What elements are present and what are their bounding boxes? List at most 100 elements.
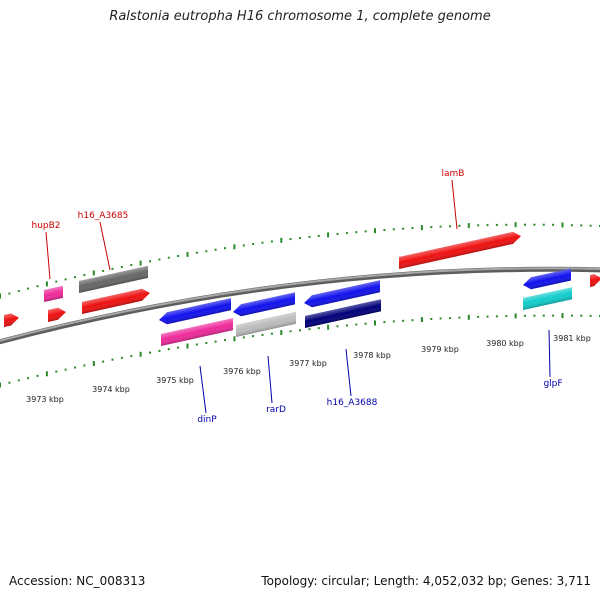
tick-mark <box>252 335 255 338</box>
leader-line <box>99 221 111 271</box>
tick-mark <box>392 228 395 231</box>
gene-feature-blue-7[interactable] <box>159 298 231 326</box>
tick-mark <box>589 224 592 227</box>
gene-feature-red-3[interactable] <box>48 306 66 322</box>
tick-mark <box>570 224 573 227</box>
gene-label-glpf[interactable]: glpF <box>543 329 563 389</box>
tick-mark <box>561 313 564 319</box>
tick-mark <box>495 315 498 318</box>
tick-mark <box>542 314 545 317</box>
tick-mark <box>36 285 39 288</box>
gene-feature-red-6[interactable] <box>399 230 521 269</box>
tick-mark <box>36 374 39 377</box>
tick-mark <box>195 343 198 346</box>
gene-feature-blue-13[interactable] <box>523 268 571 291</box>
tick-mark <box>505 223 508 226</box>
tick-mark <box>439 317 442 320</box>
tick-mark <box>27 377 30 380</box>
tick-mark <box>8 292 11 295</box>
tick-mark <box>167 348 170 351</box>
gene-name: h16_A3685 <box>78 211 129 221</box>
tick-mark <box>533 223 536 226</box>
gene-label-lamb[interactable]: lamB <box>442 169 465 230</box>
tick-mark <box>139 260 142 266</box>
tick-mark <box>383 229 386 231</box>
gene-feature-blue-9[interactable] <box>233 292 295 318</box>
gene-features[interactable] <box>4 230 600 346</box>
genome-title: Ralstonia eutropha H16 chromosome 1, com… <box>109 9 491 24</box>
tick-mark <box>214 248 217 251</box>
gene-feature-gray-4[interactable] <box>79 265 148 293</box>
tick-mark <box>420 317 423 323</box>
tick-mark <box>458 224 461 227</box>
gene-feature-lightgray-10[interactable] <box>236 311 296 337</box>
kbp-label: 3981 kbp <box>553 334 591 343</box>
tick-mark <box>505 315 508 318</box>
tick-mark <box>430 226 433 229</box>
tick-mark <box>130 355 133 358</box>
gene-name: hupB2 <box>31 221 60 231</box>
tick-mark <box>355 231 358 234</box>
tick-mark <box>102 269 105 272</box>
gene-label-dinp[interactable]: dinP <box>197 365 217 425</box>
gene-label-h16_a3685[interactable]: h16_A3685 <box>78 211 129 271</box>
tick-mark <box>533 314 536 317</box>
tick-mark <box>486 224 489 227</box>
tick-mark <box>83 274 86 276</box>
tick-mark <box>392 320 395 323</box>
tick-mark <box>45 281 48 287</box>
tick-mark <box>261 241 264 244</box>
tick-mark <box>289 238 292 241</box>
tick-mark <box>167 256 170 259</box>
tick-mark <box>177 255 180 257</box>
tick-mark <box>317 234 320 237</box>
tick-mark <box>514 222 517 228</box>
tick-mark <box>383 321 386 324</box>
gene-label-h16_a3688[interactable]: h16_A3688 <box>327 348 378 408</box>
tick-mark <box>570 314 573 317</box>
gene-feature-cyan-14[interactable] <box>523 287 572 310</box>
tick-mark <box>477 224 480 227</box>
leader-line <box>267 355 273 404</box>
tick-mark <box>55 280 58 283</box>
tick-mark <box>158 258 161 261</box>
gene-feature-red-1[interactable] <box>4 312 19 327</box>
tick-mark <box>514 313 517 319</box>
tick-mark <box>280 237 283 243</box>
gene-feature-red-15[interactable] <box>590 272 600 287</box>
tick-mark <box>589 314 592 317</box>
tick-mark <box>524 223 526 226</box>
tick-mark <box>214 340 217 343</box>
tick-mark <box>139 351 142 357</box>
tick-mark <box>430 318 433 320</box>
tick-mark <box>74 366 76 369</box>
tick-mark <box>92 361 95 366</box>
gene-name: lamB <box>442 169 465 179</box>
tick-mark <box>242 336 245 339</box>
tick-mark <box>458 316 461 319</box>
tick-mark <box>102 360 105 363</box>
tick-mark <box>327 232 330 238</box>
tick-mark <box>186 251 189 257</box>
tick-mark <box>374 320 376 326</box>
leader-line <box>199 365 207 414</box>
tick-mark <box>270 332 273 335</box>
gene-label-rard[interactable]: rarD <box>266 355 286 415</box>
tick-mark <box>467 223 470 229</box>
tick-mark <box>580 224 583 227</box>
gene-feature-navy-12[interactable] <box>305 299 381 328</box>
gene-feature-blue-11[interactable] <box>304 280 380 309</box>
tick-mark <box>411 227 414 230</box>
gene-label-hupb2[interactable]: hupB2 <box>31 221 61 280</box>
tick-mark <box>299 237 301 239</box>
tick-mark <box>364 230 367 233</box>
tick-mark <box>345 232 348 235</box>
gene-feature-red-5[interactable] <box>82 287 150 314</box>
tick-mark <box>120 356 123 359</box>
gene-feature-pink-8[interactable] <box>161 318 233 346</box>
tick-mark <box>289 330 292 333</box>
tick-mark <box>0 293 1 299</box>
gene-feature-pink-2[interactable] <box>44 285 63 302</box>
tick-mark <box>55 370 58 373</box>
